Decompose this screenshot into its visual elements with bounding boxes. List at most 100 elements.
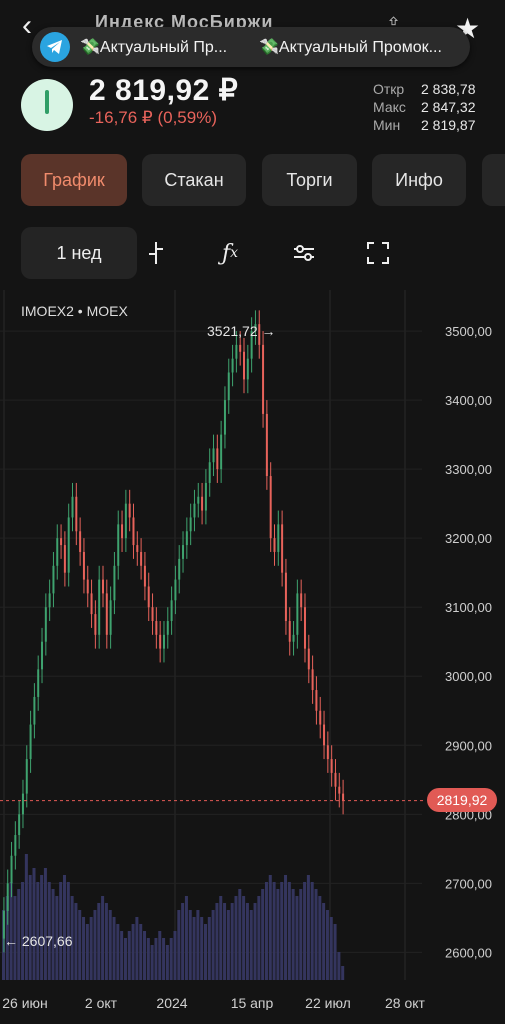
volume-bar bbox=[215, 903, 219, 980]
top-bar: ‹ Индекс МосБиржи ⇪ ★ 💸Актуальный Пр... … bbox=[0, 0, 505, 70]
candle-type-icon[interactable] bbox=[140, 227, 172, 279]
candle-body bbox=[37, 669, 40, 697]
candle-body bbox=[147, 586, 150, 608]
volume-bar bbox=[234, 896, 238, 980]
candle-body bbox=[166, 621, 169, 635]
candle-body bbox=[48, 593, 51, 608]
fullscreen-icon[interactable] bbox=[362, 227, 394, 279]
volume-bar bbox=[131, 924, 135, 980]
candle-body bbox=[21, 793, 24, 815]
telegram-icon bbox=[40, 32, 70, 62]
candle-body bbox=[113, 565, 116, 601]
candle-body bbox=[132, 517, 135, 546]
volume-bar bbox=[295, 896, 299, 980]
candlestick-chart[interactable]: 3500,00 3400,00 3300,00 3200,00 3100,00 3000,… bbox=[0, 290, 505, 1010]
candle-body bbox=[10, 855, 13, 884]
candle-body bbox=[143, 565, 146, 587]
volume-bar bbox=[242, 896, 246, 980]
volume-bar bbox=[24, 854, 28, 980]
candle-body bbox=[254, 324, 257, 332]
candle-body bbox=[63, 545, 66, 573]
volume-bar bbox=[127, 931, 131, 980]
period-selector[interactable]: 1 нед bbox=[21, 227, 137, 279]
y-tick-label: 2700,00 bbox=[445, 876, 492, 891]
tab-orderbook[interactable]: Стакан bbox=[142, 154, 246, 206]
y-tick-label: 3100,00 bbox=[445, 600, 492, 615]
candle-body bbox=[216, 448, 219, 470]
tab-trades[interactable]: Торги bbox=[262, 154, 357, 206]
x-tick-label: 26 июн bbox=[2, 995, 48, 1010]
back-arrow-icon[interactable]: ‹ bbox=[22, 9, 32, 42]
volume-bar bbox=[280, 882, 284, 980]
volume-bar bbox=[264, 882, 268, 980]
volume-bar bbox=[303, 882, 307, 980]
notification-banner[interactable]: 💸Актуальный Пр... 💸Актуальный Промок... bbox=[32, 27, 470, 67]
volume-bar bbox=[238, 889, 242, 980]
volume-bar bbox=[66, 882, 70, 980]
volume-bar bbox=[318, 896, 322, 980]
volume-bar bbox=[89, 917, 93, 980]
tab-more[interactable] bbox=[482, 154, 505, 206]
high-label: 3521,72 → bbox=[207, 323, 276, 339]
volume-bar bbox=[59, 882, 63, 980]
volume-bar bbox=[36, 882, 40, 980]
tab-info[interactable]: Инфо bbox=[372, 154, 466, 206]
candle-body bbox=[25, 759, 28, 794]
volume-bar bbox=[93, 910, 97, 980]
candle-body bbox=[18, 814, 21, 836]
volume-bar bbox=[287, 882, 291, 980]
y-tick-label: 3000,00 bbox=[445, 669, 492, 684]
candle-body bbox=[29, 724, 32, 760]
volume-bar bbox=[17, 889, 21, 980]
volume-bar bbox=[181, 903, 185, 980]
ticker-logo bbox=[21, 79, 73, 131]
volume-bar bbox=[192, 917, 196, 980]
volume-bar bbox=[203, 924, 207, 980]
candle-body bbox=[197, 496, 200, 504]
candle-body bbox=[41, 641, 44, 670]
volume-bar bbox=[272, 882, 276, 980]
candle-body bbox=[105, 593, 108, 635]
volume-bar bbox=[325, 910, 329, 980]
volume-bar bbox=[120, 931, 124, 980]
x-tick-label: 2024 bbox=[156, 995, 187, 1010]
candle-body bbox=[281, 524, 284, 573]
candle-body bbox=[159, 634, 162, 649]
y-tick-label: 3200,00 bbox=[445, 531, 492, 546]
volume-bar bbox=[200, 917, 204, 980]
volume-bar bbox=[135, 917, 139, 980]
volume-bar bbox=[40, 875, 44, 980]
candle-body bbox=[319, 710, 322, 725]
candle-body bbox=[136, 545, 139, 552]
y-tick-label: 2600,00 bbox=[445, 945, 492, 960]
tab-chart[interactable]: График bbox=[21, 154, 127, 206]
candle-body bbox=[182, 545, 185, 559]
volume-bar bbox=[310, 882, 314, 980]
candle-body bbox=[269, 476, 272, 539]
candle-body bbox=[33, 696, 36, 725]
candle-body bbox=[227, 372, 230, 401]
volume-bar bbox=[123, 938, 127, 980]
candle-body bbox=[56, 538, 59, 566]
candle-body bbox=[246, 358, 249, 380]
candle-body bbox=[284, 572, 287, 622]
volume-bar bbox=[143, 931, 147, 980]
volume-bar bbox=[112, 917, 116, 980]
candle-body bbox=[185, 531, 188, 546]
volume-bar bbox=[291, 889, 295, 980]
y-tick-label: 3300,00 bbox=[445, 462, 492, 477]
volume-bar bbox=[196, 910, 200, 980]
x-tick-label: 2 окт bbox=[85, 995, 118, 1010]
volume-bar bbox=[13, 896, 17, 980]
volume-bar bbox=[226, 910, 230, 980]
candle-body bbox=[82, 551, 85, 580]
volume-bar bbox=[21, 882, 25, 980]
instrument-label: IMOEX2 • MOEX bbox=[21, 303, 128, 319]
price-stats: Откр 2 838,78 Макс 2 847,32 Мин 2 819,87 bbox=[373, 80, 476, 134]
volume-bar bbox=[306, 875, 310, 980]
candle-body bbox=[300, 593, 303, 608]
settings-sliders-icon[interactable] bbox=[288, 227, 320, 279]
candle-body bbox=[334, 772, 337, 787]
volume-bar bbox=[85, 924, 89, 980]
